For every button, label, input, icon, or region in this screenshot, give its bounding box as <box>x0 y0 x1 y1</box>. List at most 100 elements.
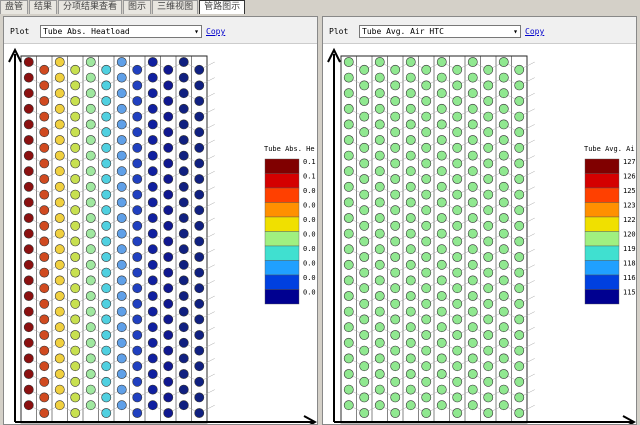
tube <box>116 259 127 270</box>
tube <box>70 127 81 138</box>
tube <box>452 283 463 294</box>
tube <box>101 283 112 294</box>
tube <box>39 267 50 278</box>
tube <box>70 111 81 122</box>
tab[interactable]: 分项结果查看 <box>58 0 123 14</box>
tube <box>116 291 127 301</box>
tube <box>374 119 385 130</box>
tube <box>101 220 112 231</box>
tube <box>498 259 509 270</box>
tube <box>421 314 432 325</box>
tube <box>359 220 370 231</box>
tube <box>390 174 401 184</box>
tube <box>514 392 525 403</box>
tube <box>359 158 370 169</box>
tube <box>194 392 205 403</box>
tube <box>467 197 478 208</box>
tube <box>194 252 205 262</box>
copy-link[interactable]: Copy <box>206 27 226 36</box>
tube <box>467 72 478 83</box>
tube <box>163 158 174 169</box>
tube <box>70 392 81 403</box>
tube <box>116 244 127 255</box>
tab[interactable]: 结果 <box>29 0 58 14</box>
tube <box>343 88 354 99</box>
tube <box>514 127 525 138</box>
tube <box>116 150 127 161</box>
legend-swatch <box>584 260 620 276</box>
tube <box>147 213 158 223</box>
tube <box>374 306 385 317</box>
tube <box>147 353 158 364</box>
tube <box>132 127 143 138</box>
tube <box>405 337 416 348</box>
tube <box>359 142 370 153</box>
tube <box>54 322 65 333</box>
tube <box>147 228 158 239</box>
tube <box>452 392 463 403</box>
plot-select[interactable]: Tube Avg. Air HTC <box>359 25 521 38</box>
legend-label: 0.0 <box>303 187 316 195</box>
tube <box>178 197 189 208</box>
tube <box>405 135 416 145</box>
tube <box>483 111 494 122</box>
tube <box>343 275 354 286</box>
tube <box>54 400 65 411</box>
tube <box>23 135 34 145</box>
tube <box>116 103 127 114</box>
tube <box>101 236 112 247</box>
tube <box>147 181 158 192</box>
tube <box>85 291 96 301</box>
plot-select[interactable]: Tube Abs. Heatload <box>40 25 202 38</box>
tube <box>163 80 174 91</box>
tube <box>194 361 205 372</box>
tube <box>498 291 509 301</box>
tube <box>452 220 463 231</box>
tube <box>116 337 127 348</box>
tube <box>498 322 509 333</box>
tube <box>359 298 370 309</box>
tube <box>147 57 158 67</box>
tube <box>374 275 385 286</box>
legend-swatch <box>584 187 620 203</box>
tab[interactable]: 三维视图 <box>152 0 199 14</box>
tube <box>85 213 96 223</box>
tube <box>343 384 354 395</box>
tube <box>101 361 112 372</box>
tube <box>23 119 34 130</box>
tab[interactable]: 管路图示 <box>199 0 246 14</box>
tube <box>178 384 189 395</box>
tube <box>70 330 81 340</box>
tube <box>374 353 385 364</box>
tube <box>359 111 370 122</box>
tube <box>390 361 401 372</box>
tube <box>85 119 96 130</box>
tube <box>23 291 34 301</box>
tube <box>467 306 478 317</box>
legend-swatch <box>584 216 620 232</box>
tube <box>467 150 478 161</box>
tube <box>514 189 525 200</box>
tube <box>85 244 96 255</box>
tube <box>343 400 354 411</box>
tube <box>452 330 463 340</box>
tube <box>343 181 354 192</box>
tube <box>343 103 354 114</box>
legend-label: 0.1 <box>303 173 316 181</box>
tube <box>421 189 432 200</box>
copy-link[interactable]: Copy <box>525 27 545 36</box>
tab[interactable]: 盘管 <box>0 0 29 14</box>
legend-label: 0.1 <box>303 158 316 166</box>
tube <box>421 64 432 75</box>
tube <box>85 228 96 239</box>
tube <box>359 174 370 184</box>
tube <box>116 166 127 177</box>
tab[interactable]: 图示 <box>123 0 152 14</box>
tube <box>436 72 447 83</box>
tube <box>374 244 385 255</box>
tube <box>483 158 494 169</box>
tube <box>483 80 494 91</box>
tube <box>178 369 189 379</box>
tube <box>374 88 385 99</box>
tube <box>514 142 525 153</box>
